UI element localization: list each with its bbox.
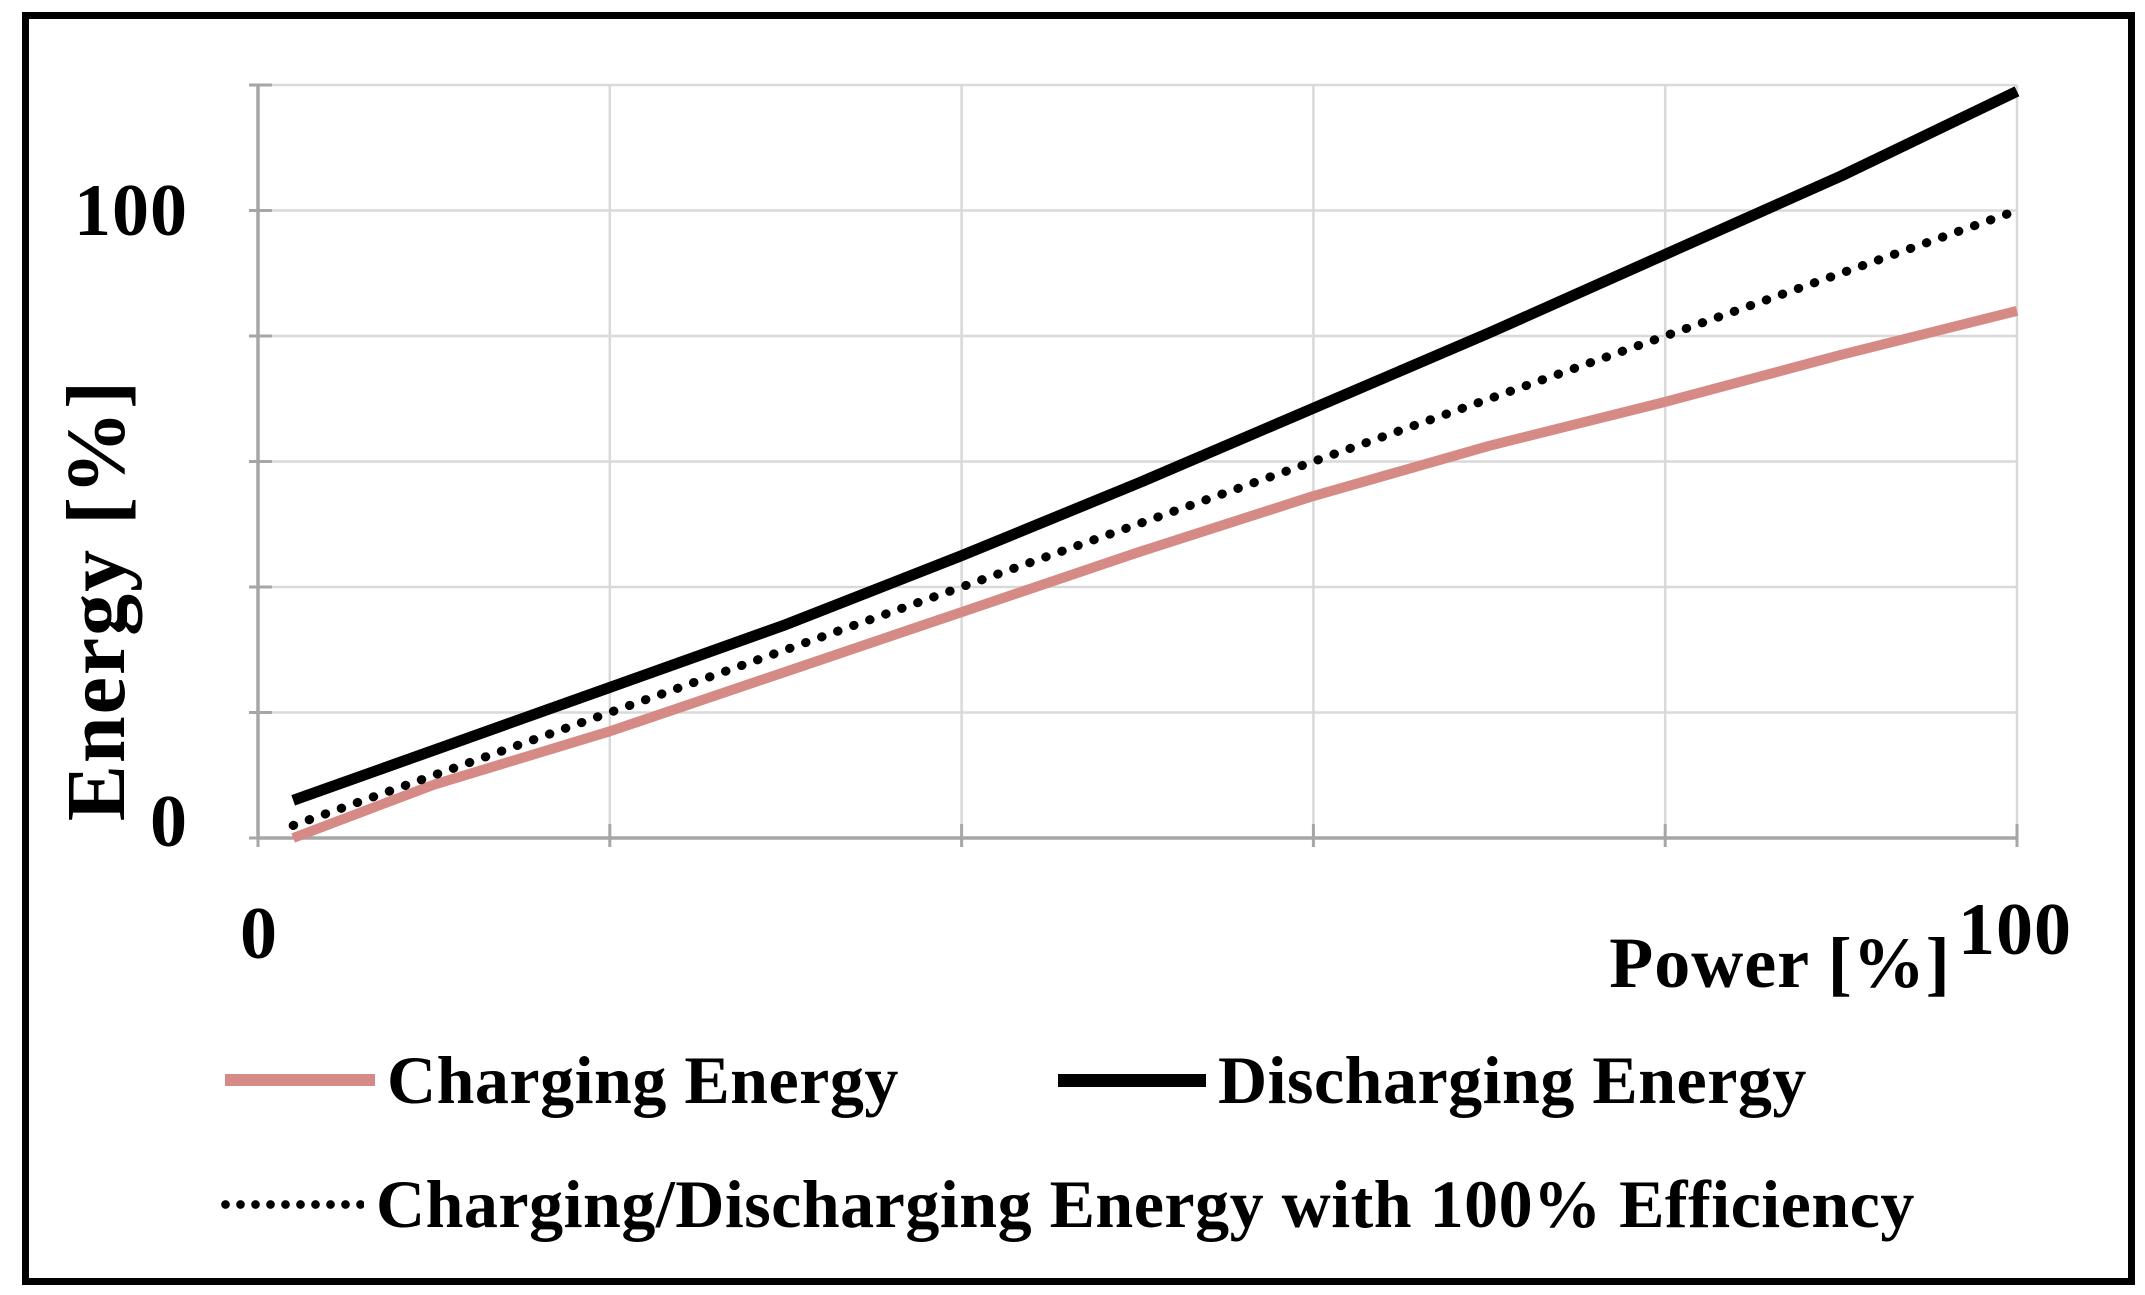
- y-axis-title: Energy [%]: [50, 378, 143, 822]
- x-axis-tick-label-0: 0: [240, 893, 278, 975]
- legend-item-discharging-energy: Discharging Energy: [1058, 1034, 1807, 1126]
- legend-item-charging-energy: Charging Energy: [225, 1034, 899, 1126]
- x-axis-title: Power [%]: [1609, 923, 1951, 1003]
- y-axis-tick-label-0: 0: [150, 781, 188, 863]
- y-axis-tick-label-100: 100: [74, 170, 188, 252]
- x-axis-tick-label-100: 100: [1958, 889, 2072, 971]
- legend-label-discharging-energy: Discharging Energy: [1218, 1041, 1807, 1118]
- ideal-efficiency-dotted-line-swatch: [218, 1198, 364, 1210]
- legend-label-charging-energy: Charging Energy: [387, 1041, 899, 1118]
- discharging-energy-line-swatch: [1058, 1073, 1206, 1087]
- charging-energy-line-swatch: [225, 1074, 375, 1086]
- legend-item-ideal-efficiency-energy: Charging/Discharging Energy with 100% Ef…: [218, 1158, 1915, 1250]
- figure-frame: [22, 12, 2135, 1285]
- legend-label-ideal-efficiency-energy: Charging/Discharging Energy with 100% Ef…: [376, 1165, 1915, 1242]
